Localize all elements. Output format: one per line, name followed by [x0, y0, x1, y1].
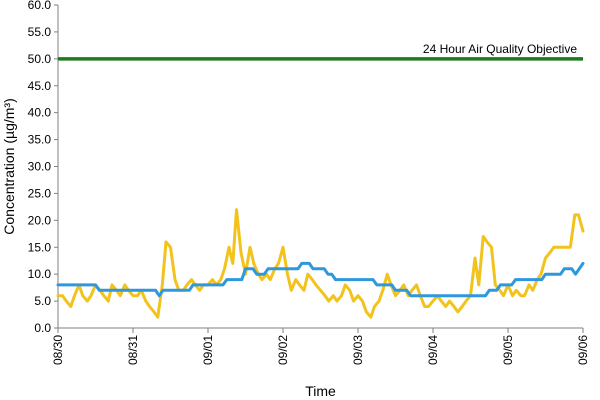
y-tick-label: 5.0 — [34, 294, 51, 308]
x-ticks: 08/30 08/31 09/01 09/02 09/03 09/04 09/05 09/06 — [51, 328, 590, 365]
y-tick-label: 45.0 — [28, 79, 52, 93]
y-tick-label: 0.0 — [34, 321, 51, 335]
x-tick-label: 09/05 — [501, 335, 515, 365]
series-line-2 — [56, 261, 585, 298]
x-axis-title: Time — [305, 383, 336, 399]
y-tick-label: 60.0 — [28, 0, 52, 12]
x-tick-label: 09/04 — [426, 335, 440, 365]
x-tick-label: 09/03 — [351, 335, 365, 365]
y-tick-label: 40.0 — [28, 106, 52, 120]
y-tick-label: 35.0 — [28, 133, 52, 147]
y-ticks: 0.0 5.0 10.0 15.0 20.0 25.0 30.0 35.0 40.0 45.0 50… — [28, 0, 58, 335]
x-tick-label: 08/31 — [126, 335, 140, 365]
x-tick-label: 09/01 — [201, 335, 215, 365]
y-tick-label: 55.0 — [28, 25, 52, 39]
y-tick-label: 10.0 — [28, 267, 52, 281]
y-tick-label: 25.0 — [28, 186, 52, 200]
series-layer — [56, 208, 585, 319]
x-tick-label: 09/02 — [276, 335, 290, 365]
y-tick-label: 20.0 — [28, 213, 52, 227]
objective-annotation: 24 Hour Air Quality Objective — [423, 42, 577, 56]
y-axis-title: Concentration (µg/m³) — [1, 98, 17, 234]
y-tick-label: 15.0 — [28, 240, 52, 254]
y-tick-label: 30.0 — [28, 160, 52, 174]
x-tick-label: 09/06 — [576, 335, 590, 365]
series-line-1 — [56, 208, 585, 319]
x-tick-label: 08/30 — [51, 335, 65, 365]
y-tick-label: 50.0 — [28, 52, 52, 66]
